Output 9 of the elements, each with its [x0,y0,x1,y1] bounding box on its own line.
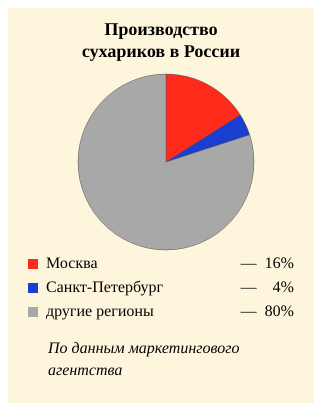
chart-title: Производство сухариков в России [80,18,242,62]
legend-label: Москва [46,255,99,273]
pie-slice [78,74,254,250]
legend-label: другие регионы [46,303,155,321]
data-label: — 4% [240,279,294,297]
legend-label: Санкт-Петербург [46,279,164,297]
data-label: — 16% [240,255,294,273]
text: По данным маркетингового агентства [47,339,240,381]
data-label: — 80% [240,303,294,321]
